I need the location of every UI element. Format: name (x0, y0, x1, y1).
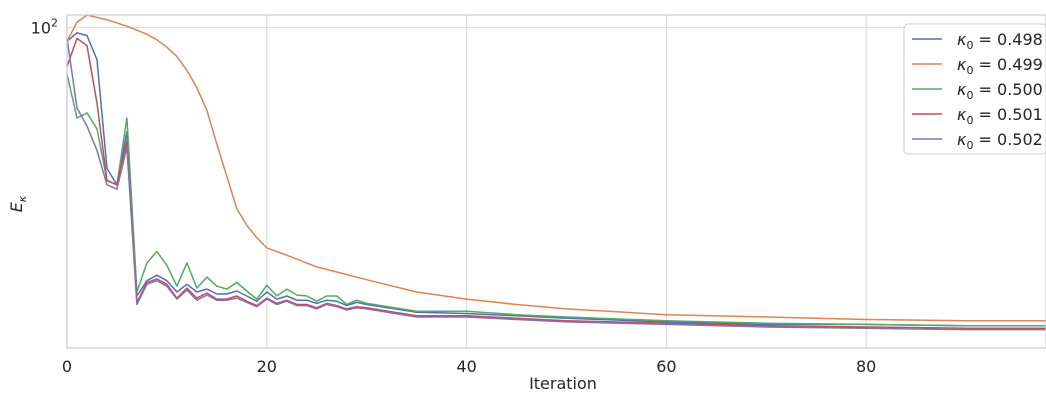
legend-label-4: κ0 = 0.501 (957, 105, 1043, 127)
x-axis-label: Iteration (529, 374, 597, 393)
series-line-2 (66, 14, 1046, 322)
plot-border (66, 14, 1046, 349)
series-lines (66, 14, 1046, 331)
y-axis-ticks: 102 (31, 16, 58, 37)
series-line-4 (66, 37, 1046, 330)
series-line-5 (66, 38, 1046, 331)
legend-box (903, 23, 1046, 155)
y-tick-label: 102 (31, 16, 58, 37)
series-line-1 (66, 32, 1046, 327)
legend-label-5: κ0 = 0.502 (957, 130, 1043, 152)
x-tick-label: 0 (62, 357, 72, 376)
plot-frame (66, 14, 1046, 349)
legend: κ0 = 0.498 κ0 = 0.499 κ0 = 0.500 κ0 = 0.501… (903, 23, 1046, 155)
legend-label-2: κ0 = 0.499 (957, 55, 1043, 77)
x-tick-label: 80 (856, 357, 876, 376)
x-tick-label: 40 (456, 357, 476, 376)
y-axis-label: Eκ (7, 195, 29, 212)
legend-label-1: κ0 = 0.498 (957, 30, 1043, 52)
x-tick-label: 60 (656, 357, 676, 376)
legend-label-3: κ0 = 0.500 (957, 80, 1043, 102)
grid (66, 15, 1046, 348)
series-line-3 (66, 73, 1046, 327)
x-axis-ticks: 0 20 40 60 80 (62, 357, 876, 376)
x-tick-label: 20 (257, 357, 277, 376)
